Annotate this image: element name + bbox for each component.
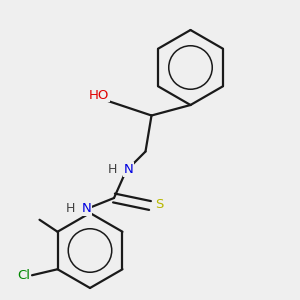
Text: S: S — [155, 197, 163, 211]
Text: N: N — [124, 163, 133, 176]
Text: H: H — [66, 202, 75, 215]
Text: H: H — [108, 163, 117, 176]
Text: HO: HO — [89, 88, 109, 102]
Text: Cl: Cl — [17, 269, 30, 282]
Text: N: N — [82, 202, 91, 215]
